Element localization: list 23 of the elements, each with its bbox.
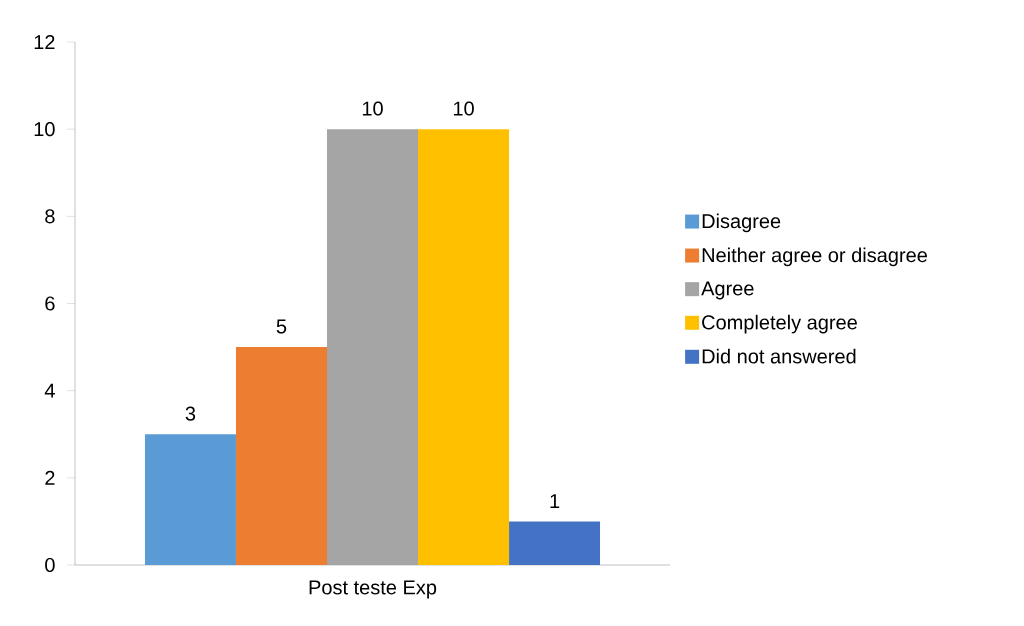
bar — [326, 129, 419, 565]
data-label: 10 — [453, 101, 474, 116]
y-tick-label: 0 — [45, 557, 55, 573]
data-label: 10 — [362, 101, 383, 116]
legend-label: Did not answered — [702, 348, 856, 364]
legend-label: Agree — [701, 281, 754, 300]
bar — [144, 434, 236, 565]
y-tick-label: 8 — [45, 209, 55, 224]
y-tick-label: 4 — [44, 383, 55, 398]
x-tick-label: Post teste Exp — [309, 580, 437, 599]
bar — [418, 129, 510, 565]
y-tick-label: 6 — [45, 296, 55, 311]
data-label: 3 — [185, 406, 196, 421]
data-label: 5 — [276, 319, 287, 334]
bar — [235, 347, 327, 565]
legend-label: Disagree — [702, 213, 781, 233]
legend-label: Neither agree or disagree — [702, 247, 927, 267]
y-tick-label: 10 — [34, 122, 55, 137]
y-tick-label: 12 — [34, 35, 55, 49]
bar — [509, 521, 601, 565]
y-tick-label: 2 — [45, 470, 55, 485]
legend-label: Completely agree — [702, 314, 857, 334]
data-label: 1 — [550, 494, 560, 508]
